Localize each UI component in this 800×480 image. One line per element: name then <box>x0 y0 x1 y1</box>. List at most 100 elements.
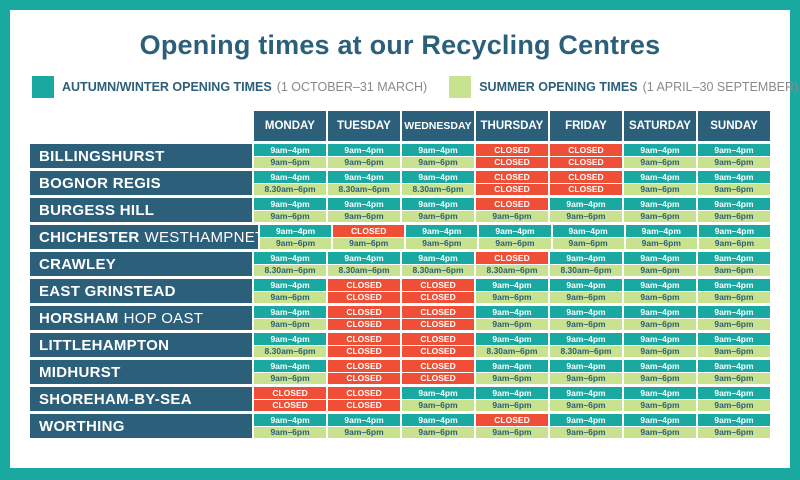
summer-hours: 8.30am–6pm <box>476 345 548 357</box>
winter-hours: 9am–4pm <box>254 279 327 291</box>
summer-hours: 9am–6pm <box>550 372 622 384</box>
winter-hours: CLOSED <box>476 144 548 156</box>
day-cell-thursday: 9am–4pm 9am–6pm <box>476 387 548 411</box>
winter-hours: 9am–4pm <box>550 198 622 210</box>
winter-hours: 9am–4pm <box>698 225 770 237</box>
summer-hours: CLOSED <box>328 345 401 357</box>
day-header-friday: FRIDAY <box>549 111 622 141</box>
winter-hours: 9am–4pm <box>697 387 770 399</box>
centre-row: WORTHING 9am–4pm 9am–6pm 9am–4pm 9am–6pm 9am–… <box>30 414 770 438</box>
centre-row: CHICHESTER WESTHAMPNETT 9am–4pm 9am–6pm CLOS… <box>30 225 770 249</box>
summer-hours: 9am–6pm <box>333 237 405 249</box>
day-cell-thursday: CLOSED CLOSED <box>476 171 548 195</box>
centre-name: SHOREHAM-BY-SEA <box>30 387 253 411</box>
summer-hours: CLOSED <box>254 399 327 411</box>
summer-hours: 9am–6pm <box>550 426 622 438</box>
winter-hours: 9am–4pm <box>550 333 622 345</box>
summer-hours: 9am–6pm <box>697 399 770 411</box>
winter-hours: 9am–4pm <box>623 252 696 264</box>
day-cell-wednesday: CLOSED CLOSED <box>402 306 475 330</box>
winter-hours: 9am–4pm <box>402 198 475 210</box>
winter-hours: 9am–4pm <box>623 387 696 399</box>
summer-hours: CLOSED <box>402 291 475 303</box>
day-cell-wednesday: CLOSED CLOSED <box>402 279 475 303</box>
winter-hours: 9am–4pm <box>328 198 401 210</box>
day-cell-tuesday: CLOSED CLOSED <box>328 387 401 411</box>
day-cell-monday: 9am–4pm 9am–6pm <box>254 306 327 330</box>
summer-hours: 9am–6pm <box>697 264 770 276</box>
centre-name: BOGNOR REGIS <box>30 171 253 195</box>
winter-hours: CLOSED <box>476 171 548 183</box>
day-cell-thursday: CLOSED 9am–6pm <box>476 198 548 222</box>
winter-hours: 9am–4pm <box>550 360 622 372</box>
summer-hours: 9am–6pm <box>623 345 696 357</box>
winter-hours: 9am–4pm <box>406 225 478 237</box>
centre-row: HORSHAM HOP OAST 9am–4pm 9am–6pm CLOSED CLOSE… <box>30 306 770 330</box>
summer-hours: 9am–6pm <box>476 372 548 384</box>
day-cell-monday: CLOSED CLOSED <box>254 387 327 411</box>
summer-hours: 9am–6pm <box>697 426 770 438</box>
winter-hours: 9am–4pm <box>254 252 327 264</box>
day-header-sunday: SUNDAY <box>697 111 770 141</box>
summer-hours: 9am–6pm <box>550 318 622 330</box>
centre-name-site: WESTHAMPNETT <box>144 228 274 246</box>
winter-hours: CLOSED <box>550 171 622 183</box>
day-header-monday: MONDAY <box>253 111 326 141</box>
summer-hours: CLOSED <box>550 156 622 168</box>
day-cell-tuesday: CLOSED 9am–6pm <box>333 225 405 249</box>
summer-hours: 9am–6pm <box>254 156 327 168</box>
summer-hours: 9am–6pm <box>254 372 327 384</box>
winter-hours: 9am–4pm <box>552 225 624 237</box>
summer-hours: 9am–6pm <box>476 210 548 222</box>
summer-hours: 9am–6pm <box>260 237 332 249</box>
legend: AUTUMN/WINTER OPENING TIMES (1 OCTOBER–3… <box>32 76 798 98</box>
day-cell-sunday: 9am–4pm 9am–6pm <box>697 333 770 357</box>
summer-hours: 9am–6pm <box>328 156 401 168</box>
winter-hours: 9am–4pm <box>476 333 548 345</box>
day-cell-saturday: 9am–4pm 9am–6pm <box>623 360 696 384</box>
winter-hours: 9am–4pm <box>254 171 327 183</box>
winter-hours: 9am–4pm <box>254 198 327 210</box>
day-cell-monday: 9am–4pm 9am–6pm <box>254 360 327 384</box>
winter-hours: CLOSED <box>402 279 475 291</box>
day-cell-saturday: 9am–4pm 9am–6pm <box>623 387 696 411</box>
day-cell-friday: 9am–4pm 8.30am–6pm <box>550 252 622 276</box>
centre-row: BOGNOR REGIS 9am–4pm 8.30am–6pm 9am–4pm 8.30… <box>30 171 770 195</box>
summer-hours: 9am–6pm <box>623 264 696 276</box>
summer-hours: 9am–6pm <box>552 237 624 249</box>
day-cell-tuesday: 9am–4pm 9am–6pm <box>328 144 401 168</box>
autumn-winter-range: (1 OCTOBER–31 MARCH) <box>276 80 428 94</box>
day-cell-wednesday: CLOSED CLOSED <box>402 360 475 384</box>
summer-hours: 8.30am–6pm <box>476 264 548 276</box>
winter-hours: 9am–4pm <box>623 171 696 183</box>
centre-name-main: CRAWLEY <box>39 255 117 273</box>
winter-hours: 9am–4pm <box>328 414 401 426</box>
centre-name-main: WORTHING <box>39 417 125 435</box>
summer-hours: 9am–6pm <box>697 183 770 195</box>
summer-hours: 8.30am–6pm <box>402 264 475 276</box>
summer-hours: 9am–6pm <box>402 210 475 222</box>
centre-name-site: HOP OAST <box>123 309 204 327</box>
summer-hours: 8.30am–6pm <box>254 264 327 276</box>
day-header-wednesday: WEDNESDAY <box>401 111 474 141</box>
day-cell-friday: CLOSED CLOSED <box>550 144 622 168</box>
winter-hours: 9am–4pm <box>697 279 770 291</box>
autumn-winter-label: AUTUMN/WINTER OPENING TIMES <box>62 80 272 94</box>
day-cell-wednesday: 9am–4pm 9am–6pm <box>402 144 475 168</box>
day-cell-monday: 9am–4pm 8.30am–6pm <box>254 333 327 357</box>
winter-hours: CLOSED <box>476 198 548 210</box>
winter-hours: 9am–4pm <box>402 252 475 264</box>
winter-hours: CLOSED <box>402 360 475 372</box>
summer-hours: 9am–6pm <box>625 237 697 249</box>
day-cell-tuesday: 9am–4pm 9am–6pm <box>328 198 401 222</box>
summer-swatch <box>449 76 472 98</box>
day-cell-thursday: 9am–4pm 9am–6pm <box>476 360 548 384</box>
winter-hours: CLOSED <box>328 387 401 399</box>
summer-hours: 9am–6pm <box>623 426 696 438</box>
summer-hours: 9am–6pm <box>476 291 548 303</box>
day-cell-saturday: 9am–4pm 9am–6pm <box>623 252 696 276</box>
winter-hours: 9am–4pm <box>402 171 475 183</box>
summer-hours: 9am–6pm <box>328 210 401 222</box>
winter-hours: CLOSED <box>254 387 327 399</box>
summer-hours: 9am–6pm <box>476 318 548 330</box>
